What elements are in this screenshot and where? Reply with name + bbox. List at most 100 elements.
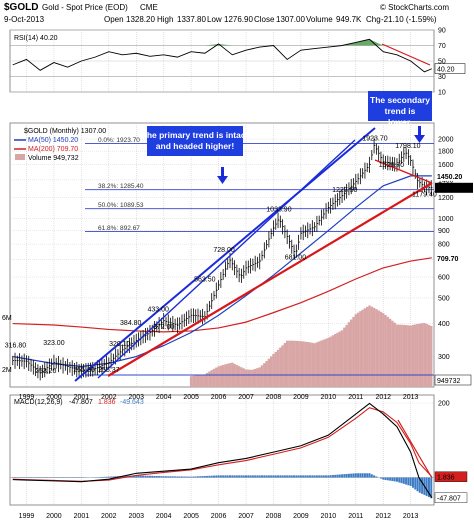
macd-histogram-bar [407, 477, 410, 486]
price-tick-label: 1800 [438, 149, 454, 156]
x-tick-label: 2010 [321, 513, 337, 520]
macd-histogram-bar [329, 475, 332, 478]
x-tick-label: 2005 [183, 513, 199, 520]
price-tick-label: 1200 [438, 195, 454, 202]
macd-histogram-bar [295, 475, 298, 478]
macd-histogram-bar [341, 474, 344, 478]
volume-bar [256, 368, 259, 387]
x-tick-label: 2000 [46, 513, 62, 520]
macd-histogram-bar [247, 475, 250, 478]
macd-value-tag: -47.807 [437, 496, 461, 503]
x-tick-label: 2001 [74, 513, 90, 520]
volume-bar [267, 358, 271, 387]
price-annotation: 728.00 [213, 247, 235, 254]
macd-histogram-bar [400, 477, 403, 484]
volume-bar [322, 339, 325, 387]
volume-bar [334, 334, 337, 387]
x-tick-label: 2006 [211, 394, 227, 401]
macd-histogram-bar [240, 475, 243, 478]
price-annotation: 372.00 [153, 324, 175, 331]
volume-bar [393, 322, 396, 387]
volume-bar [347, 322, 351, 387]
macd-histogram-bar [203, 476, 206, 478]
price-annotation: 323.00 [43, 340, 65, 347]
volume-bar [366, 306, 369, 387]
x-tick-label: 2006 [211, 513, 227, 520]
price-annotation: 1798.10 [395, 143, 420, 150]
watermark: © StockCharts.com [380, 3, 449, 12]
macd-histogram-bar [382, 477, 385, 480]
macd-histogram-bar [309, 475, 312, 478]
macd-histogram-bar [258, 475, 261, 478]
chart-date: 9-Oct-2013 [4, 15, 45, 24]
macd-histogram-bar [313, 475, 316, 478]
x-tick-label: 2001 [74, 394, 90, 401]
price-tick-label: 1600 [438, 162, 454, 169]
price-annotation: 1526.70 [379, 162, 404, 169]
secondary-trend-note-text: The secondary trend is lower. [370, 95, 430, 127]
rsi-downtrend-line [381, 43, 431, 66]
macd-tag-bg [434, 492, 468, 503]
down-arrow-icon [414, 126, 425, 143]
macd-histogram-bar [208, 475, 211, 478]
x-tick-label: 2005 [183, 394, 199, 401]
price-tick-label: 600 [438, 275, 450, 282]
macd-histogram-bar [373, 475, 376, 478]
macd-histogram-bar [123, 475, 126, 478]
note-line: lower. [388, 117, 412, 127]
volume-bar [285, 340, 289, 387]
x-tick-label: 2007 [238, 513, 254, 520]
ma200-price-tag-bg [435, 252, 473, 263]
volume-bar [237, 366, 241, 387]
macd-histogram-bar [336, 474, 339, 478]
macd-histogram-bar [112, 476, 115, 478]
macd-histogram-bar [238, 475, 241, 478]
volume-bar [409, 325, 412, 387]
macd-histogram-bar [263, 475, 266, 478]
macd-histogram-bar [411, 477, 414, 488]
macd-histogram-bar [171, 476, 174, 478]
legend-volume-swatch [15, 154, 25, 160]
x-tick-label: 1999 [19, 513, 35, 520]
macd-histogram-bar [158, 476, 161, 478]
macd-histogram-bar [180, 476, 183, 478]
volume-bar [290, 340, 293, 387]
macd-histogram-bar [199, 476, 202, 478]
volume-bar [343, 327, 346, 387]
macd-histogram-bar [343, 474, 346, 478]
volume-bar [192, 375, 195, 387]
macd-histogram-bar [217, 475, 220, 478]
quote-low: 1276.90 [224, 15, 253, 24]
x-tick-label: 2007 [238, 394, 254, 401]
macd-histogram-bar [389, 477, 392, 481]
quote-low-label: Low [207, 15, 222, 24]
macd-histogram-bar [139, 475, 142, 478]
volume-value-tag: 949732 [437, 378, 460, 385]
macd-value-tag: 1.836 [437, 475, 455, 482]
macd-histogram-bar [427, 477, 430, 498]
macd-histogram-bar [231, 475, 234, 478]
rsi-tick-label: 30 [438, 74, 446, 81]
volume-bar [260, 365, 264, 387]
volume-bar [430, 325, 433, 387]
macd-histogram-bar [176, 476, 179, 478]
macd-histogram-bar [270, 475, 273, 478]
price-tick-label: 2000 [438, 137, 454, 144]
macd-histogram-bar [409, 477, 412, 486]
macd-histogram-bar [318, 475, 321, 478]
price-legend-ma200: MA(200) 709.70 [28, 146, 78, 153]
volume-bar [327, 337, 330, 387]
volume-bar [251, 369, 255, 387]
macd-histogram-bar [196, 476, 199, 478]
macd-histogram-bar [311, 475, 314, 478]
macd-histogram-bar [100, 476, 103, 478]
volume-bar [196, 375, 200, 387]
volume-bar [235, 365, 239, 387]
rsi-value-tag: 40.20 [437, 67, 455, 74]
macd-histogram-bar [162, 476, 165, 478]
price-legend-volume: Volume 949,732 [28, 155, 79, 162]
macd-histogram-bar [167, 476, 170, 478]
price-annotation: 563.50 [194, 276, 216, 283]
volume-bar [203, 374, 207, 387]
volume-bar [253, 368, 257, 387]
